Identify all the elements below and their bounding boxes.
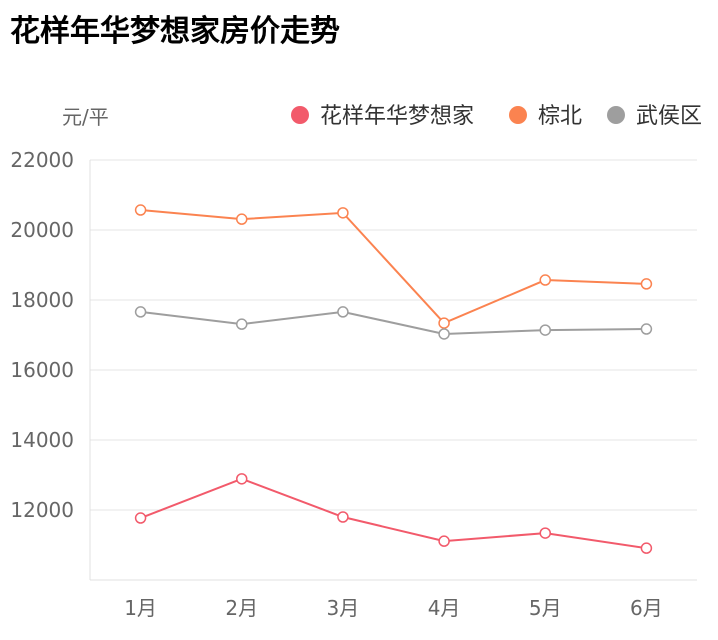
data-point <box>438 328 450 340</box>
y-tick-label: 20000 <box>10 218 74 242</box>
y-tick-label: 18000 <box>10 288 74 312</box>
data-point <box>438 317 450 329</box>
y-axis-unit-label: 元/平 <box>62 105 109 129</box>
data-point <box>539 324 551 336</box>
x-tick-label: 2月 <box>225 596 258 620</box>
data-point <box>236 473 248 485</box>
data-point <box>134 512 147 524</box>
data-point <box>337 207 349 219</box>
data-point <box>337 511 349 523</box>
x-tick-label: 4月 <box>428 596 461 620</box>
legend-label: 花样年华梦想家 <box>320 104 474 129</box>
x-tick-label: 1月 <box>124 596 157 620</box>
data-point <box>640 323 653 335</box>
legend-marker <box>607 106 625 124</box>
series-line <box>140 477 647 550</box>
legend-marker <box>509 106 527 124</box>
x-tick-label: 6月 <box>630 596 663 620</box>
page-title: 花样年华梦想家房价走势 <box>10 14 340 49</box>
legend-label: 棕北 <box>538 104 582 129</box>
legend-label: 武侯区 <box>636 104 702 129</box>
x-tick-label: 5月 <box>529 596 562 620</box>
y-tick-label: 22000 <box>10 148 74 172</box>
y-tick-label: 12000 <box>10 498 74 522</box>
series-line <box>140 209 647 325</box>
data-point <box>438 535 450 547</box>
data-point <box>640 542 653 554</box>
data-point <box>539 274 551 286</box>
legend-marker <box>291 106 309 124</box>
data-point <box>640 278 653 290</box>
data-point <box>134 204 147 216</box>
data-point <box>337 306 349 318</box>
data-point <box>236 213 248 225</box>
y-tick-label: 16000 <box>10 358 74 382</box>
data-point <box>539 527 551 539</box>
data-point <box>236 318 248 330</box>
data-point <box>134 306 147 318</box>
series-line <box>140 310 647 335</box>
y-tick-label: 14000 <box>10 428 74 452</box>
x-tick-label: 3月 <box>327 596 360 620</box>
